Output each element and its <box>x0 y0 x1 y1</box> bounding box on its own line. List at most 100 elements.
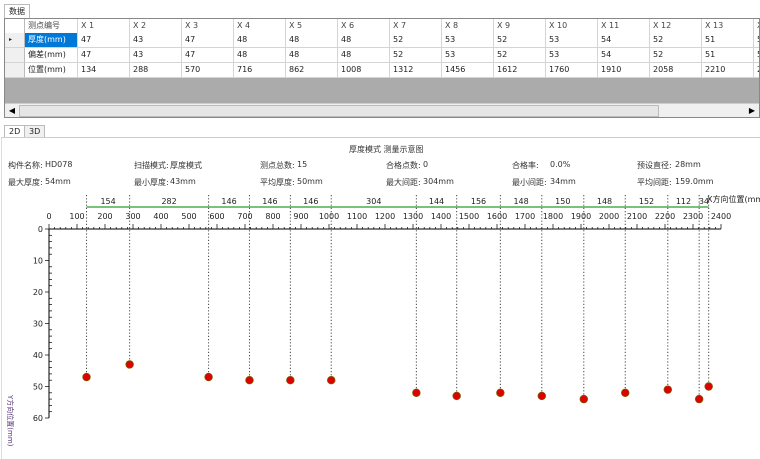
y-tick-label: 50 <box>33 383 43 392</box>
table-cell[interactable]: 288 <box>130 63 182 78</box>
row-header[interactable] <box>5 48 25 63</box>
spacing-label: 146 <box>221 197 236 206</box>
x-tick-label: 500 <box>181 212 196 221</box>
x-tick-label: 900 <box>293 212 308 221</box>
table-cell[interactable]: 2322 <box>754 63 759 78</box>
table-cell[interactable]: 偏差(mm) <box>25 48 78 63</box>
table-cell[interactable]: 1456 <box>442 63 494 78</box>
table-cell[interactable]: 1612 <box>494 63 546 78</box>
table-cell[interactable]: 48 <box>338 33 390 48</box>
scroll-right-icon[interactable]: ▶ <box>748 106 756 115</box>
tab-2d[interactable]: 2D <box>4 125 26 137</box>
table-cell[interactable]: 位置(mm) <box>25 63 78 78</box>
table-cell[interactable]: 54 <box>598 48 650 63</box>
measure-point <box>245 376 254 385</box>
table-cell[interactable]: 570 <box>182 63 234 78</box>
y-tick-label: 40 <box>33 351 43 360</box>
spacing-label: 144 <box>429 197 444 206</box>
chart-title: 厚度模式 测量示意图 <box>349 145 424 154</box>
info-value: 15 <box>297 160 308 169</box>
x-tick-label: 2400 <box>711 212 731 221</box>
x-tick-label: 1900 <box>571 212 591 221</box>
table-cell[interactable]: 47 <box>78 48 130 63</box>
info-value: 54mm <box>45 177 71 186</box>
scroll-left-icon[interactable]: ◀ <box>8 106 16 115</box>
x-tick-label: 1200 <box>375 212 395 221</box>
table-cell[interactable]: 52 <box>650 48 702 63</box>
spacing-label: 148 <box>597 197 612 206</box>
info-value: 28mm <box>675 160 701 169</box>
x-tick-label: 1400 <box>431 212 451 221</box>
x-tick-label: 1800 <box>543 212 563 221</box>
spacing-label: 304 <box>366 197 381 206</box>
table-cell[interactable]: 2210 <box>702 63 754 78</box>
table-cell[interactable]: 48 <box>286 33 338 48</box>
table-cell[interactable]: 厚度(mm) <box>25 33 78 48</box>
table-cell[interactable]: 48 <box>234 33 286 48</box>
spacing-label: 146 <box>303 197 318 206</box>
x-tick-label: 1500 <box>459 212 479 221</box>
table-cell[interactable]: 48 <box>338 48 390 63</box>
x-tick-label: 2000 <box>599 212 619 221</box>
measure-point <box>579 394 588 404</box>
table-cell[interactable]: 53 <box>546 48 598 63</box>
table-cell[interactable]: 134 <box>78 63 130 78</box>
spacing-label: 156 <box>471 197 486 206</box>
x-tick-label: 2100 <box>627 212 647 221</box>
table-cell[interactable]: 716 <box>234 63 286 78</box>
info-value: 43mm <box>170 177 196 186</box>
table-cell[interactable]: 53 <box>442 33 494 48</box>
table-cell[interactable]: 51 <box>702 33 754 48</box>
table-row: 偏差(mm)4743474848485253525354525154 <box>5 48 759 63</box>
table-cell[interactable]: 53 <box>546 33 598 48</box>
table-cell[interactable]: 1760 <box>546 63 598 78</box>
info-label: 最小厚度: <box>134 178 169 187</box>
table-cell[interactable]: 52 <box>494 48 546 63</box>
measure-point <box>663 385 672 394</box>
x-tick-label: 1600 <box>487 212 507 221</box>
measure-point <box>694 394 704 404</box>
table-cell[interactable]: 54 <box>754 33 759 48</box>
table-cell[interactable]: 52 <box>494 33 546 48</box>
tab-data[interactable]: 数据 <box>4 4 30 18</box>
info-label: 合格点数: <box>386 161 421 170</box>
table-cell[interactable]: 43 <box>130 48 182 63</box>
chart-panel <box>1 137 760 459</box>
table-cell[interactable]: 862 <box>286 63 338 78</box>
table-cell[interactable]: 1910 <box>598 63 650 78</box>
horizontal-scrollbar[interactable]: ◀ ▶ <box>5 103 759 117</box>
x-tick-label: 0 <box>46 212 51 221</box>
spacing-label: 146 <box>262 197 277 206</box>
x-tick-label: 200 <box>97 212 112 221</box>
table-cell[interactable]: 1312 <box>390 63 442 78</box>
measure-point <box>704 382 713 391</box>
table-cell[interactable]: 52 <box>390 33 442 48</box>
table-cell[interactable]: 43 <box>130 33 182 48</box>
table-cell[interactable]: 47 <box>182 33 234 48</box>
info-label: 合格率: <box>512 161 539 170</box>
scrollbar-thumb[interactable] <box>19 105 659 117</box>
table-cell[interactable]: 47 <box>182 48 234 63</box>
table-cell[interactable]: 48 <box>286 48 338 63</box>
row-header[interactable] <box>5 63 25 78</box>
measure-point <box>327 376 336 385</box>
table-cell[interactable]: 54 <box>598 33 650 48</box>
info-label: 扫描模式: <box>134 161 169 170</box>
table-cell[interactable]: 51 <box>702 48 754 63</box>
x-tick-label: 300 <box>125 212 140 221</box>
table-cell[interactable]: 48 <box>234 48 286 63</box>
spacing-label: 150 <box>555 197 570 206</box>
table-cell[interactable]: 47 <box>78 33 130 48</box>
x-tick-label: 600 <box>209 212 224 221</box>
row-header[interactable]: ▸ <box>5 33 25 48</box>
table-cell[interactable]: 1008 <box>338 63 390 78</box>
spacing-label: 34 <box>699 197 709 206</box>
x-axis-label: X方向位置(mm) <box>707 194 760 204</box>
table-cell[interactable]: 52 <box>390 48 442 63</box>
table-cell[interactable]: 53 <box>442 48 494 63</box>
table-cell[interactable]: 2058 <box>650 63 702 78</box>
table-cell[interactable]: 52 <box>650 33 702 48</box>
table-cell[interactable]: 54 <box>754 48 759 63</box>
